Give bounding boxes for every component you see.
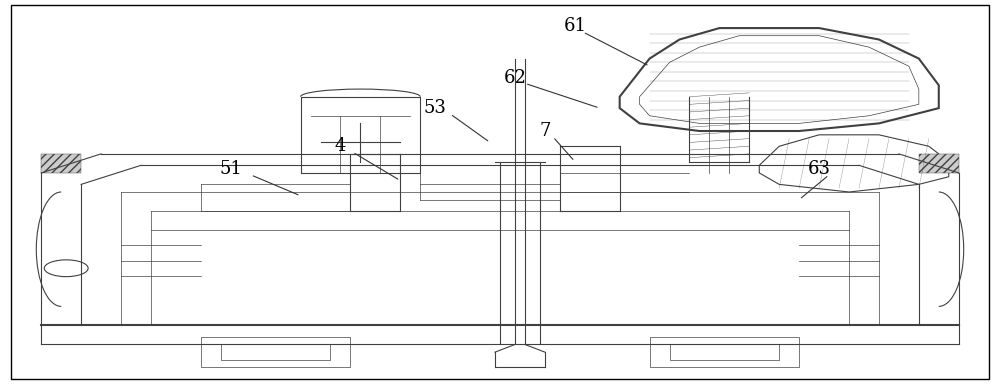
Text: 53: 53	[424, 99, 447, 117]
Bar	[650, 337, 799, 367]
Bar	[41, 154, 81, 173]
Text: 51: 51	[219, 160, 242, 178]
Text: 4: 4	[335, 137, 346, 155]
Text: 7: 7	[539, 122, 551, 140]
Text: 62: 62	[504, 69, 526, 87]
Text: 63: 63	[808, 160, 831, 178]
Bar	[670, 344, 779, 360]
Bar	[919, 154, 959, 173]
Bar	[201, 337, 350, 367]
Text: 61: 61	[563, 17, 586, 35]
Bar	[301, 97, 420, 173]
Bar	[221, 344, 330, 360]
